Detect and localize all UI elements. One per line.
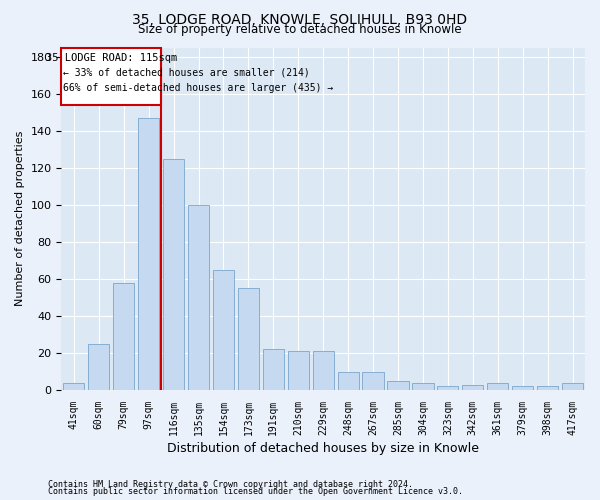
Bar (537, 386, 558, 390)
Bar (313, 351, 334, 390)
Text: Contains public sector information licensed under the Open Government Licence v3: Contains public sector information licen… (48, 488, 463, 496)
FancyBboxPatch shape (61, 48, 161, 105)
Bar (512, 386, 533, 390)
Bar (412, 382, 434, 390)
Y-axis label: Number of detached properties: Number of detached properties (15, 131, 25, 306)
Text: 35 LODGE ROAD: 115sqm: 35 LODGE ROAD: 115sqm (46, 53, 177, 63)
Bar (562, 382, 583, 390)
Text: 66% of semi-detached houses are larger (435) →: 66% of semi-detached houses are larger (… (62, 82, 333, 92)
Text: ← 33% of detached houses are smaller (214): ← 33% of detached houses are smaller (21… (62, 68, 310, 78)
Bar (462, 384, 484, 390)
Bar (213, 270, 234, 390)
Bar (63, 382, 85, 390)
Bar (437, 386, 458, 390)
Bar (263, 350, 284, 390)
Bar (138, 118, 159, 390)
Bar (388, 381, 409, 390)
Bar (338, 372, 359, 390)
Text: Size of property relative to detached houses in Knowle: Size of property relative to detached ho… (138, 22, 462, 36)
Bar (362, 372, 383, 390)
Bar (88, 344, 109, 390)
Bar (113, 282, 134, 390)
Text: Contains HM Land Registry data © Crown copyright and database right 2024.: Contains HM Land Registry data © Crown c… (48, 480, 413, 489)
Bar (287, 351, 309, 390)
Bar (238, 288, 259, 390)
X-axis label: Distribution of detached houses by size in Knowle: Distribution of detached houses by size … (167, 442, 479, 455)
Bar (487, 382, 508, 390)
Bar (188, 205, 209, 390)
Text: 35, LODGE ROAD, KNOWLE, SOLIHULL, B93 0HD: 35, LODGE ROAD, KNOWLE, SOLIHULL, B93 0H… (133, 12, 467, 26)
Bar (163, 158, 184, 390)
